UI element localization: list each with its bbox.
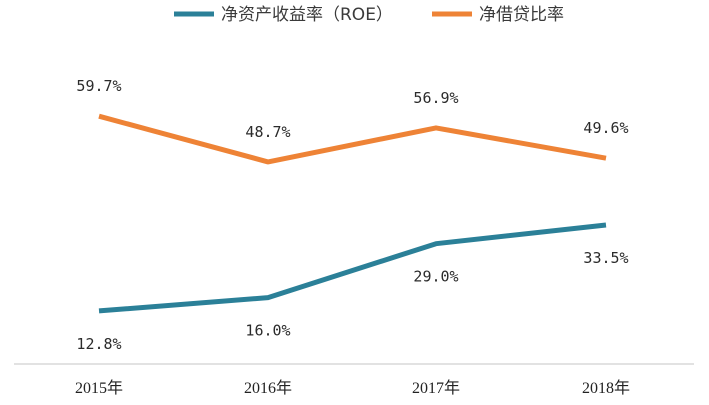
series-line-1 [98, 113, 607, 165]
x-tick-label-3: 2018年 [582, 379, 630, 397]
data-label-s1-3: 49.6% [583, 119, 628, 137]
legend-label-0: 净资产收益率（ROE） [221, 5, 393, 25]
data-label-s0-0: 12.8% [76, 335, 121, 353]
x-tick-label-2: 2017年 [412, 379, 460, 397]
data-label-s1-1: 48.7% [245, 123, 290, 141]
x-tick-label-0: 2015年 [75, 379, 123, 397]
legend: 净资产收益率（ROE） 净借贷比率 [174, 5, 564, 25]
data-label-s0-2: 29.0% [413, 268, 458, 286]
data-label-s0-3: 33.5% [583, 249, 628, 267]
data-label-s1-2: 56.9% [413, 89, 458, 107]
data-label-s1-0: 59.7% [76, 77, 121, 95]
legend-label-1: 净借贷比率 [479, 5, 564, 25]
series-line-0 [98, 222, 607, 314]
data-labels: 12.8% 16.0% 29.0% 33.5% 59.7% 48.7% 56.9% 49.6% [76, 77, 628, 353]
series-layer [98, 113, 607, 314]
data-label-s0-1: 16.0% [245, 322, 290, 340]
x-axis-ticks: 2015年 2016年 2017年 2018年 [75, 379, 630, 397]
x-tick-label-1: 2016年 [244, 379, 292, 397]
